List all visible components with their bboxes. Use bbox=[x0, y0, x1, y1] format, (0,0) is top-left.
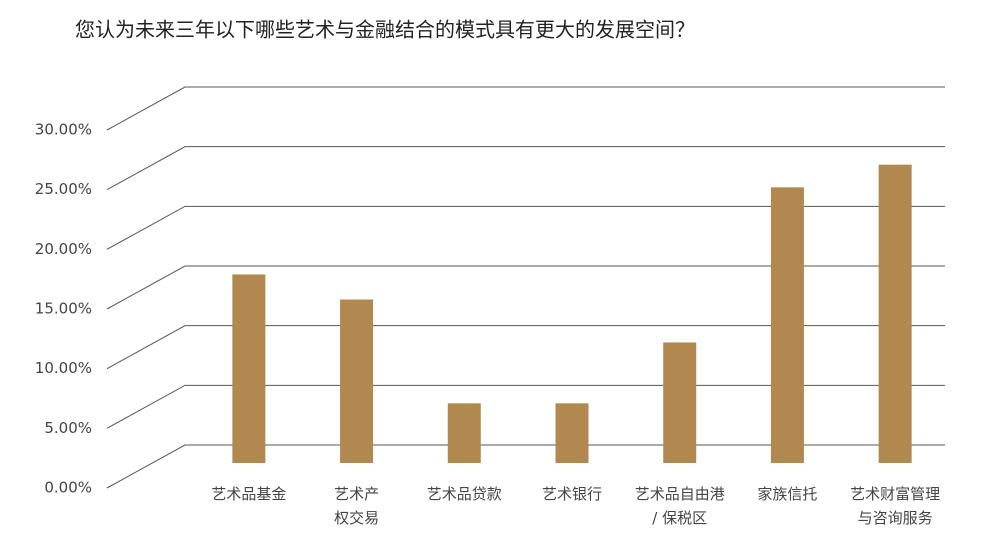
x-tick-label-line: 艺术品贷款 bbox=[427, 485, 502, 503]
y-tick-label: 20.00% bbox=[35, 240, 92, 258]
x-tick-label: 艺术产权交易 bbox=[334, 485, 379, 527]
bar bbox=[878, 164, 912, 463]
x-tick-label: 艺术财富管理与咨询服务 bbox=[850, 485, 940, 527]
x-tick-label: 艺术品自由港 / 保税区 bbox=[635, 485, 725, 527]
x-tick-label-line: 与咨询服务 bbox=[858, 509, 933, 527]
x-tick-label-line: 艺术银行 bbox=[542, 485, 602, 503]
bar bbox=[447, 403, 481, 463]
x-tick-label-line: 艺术产 bbox=[334, 485, 379, 503]
x-tick-label-line: / 保税区 bbox=[652, 509, 707, 527]
y-tick-label: 30.00% bbox=[35, 121, 92, 139]
bar bbox=[770, 187, 804, 463]
grid-line bbox=[106, 265, 945, 310]
x-tick-label-line: 权交易 bbox=[334, 509, 379, 527]
bar bbox=[340, 299, 374, 463]
x-tick-label-line: 家族信托 bbox=[757, 485, 817, 503]
x-tick-label-line: 艺术品基金 bbox=[211, 485, 286, 503]
x-tick-label-line: 艺术品自由港 bbox=[635, 485, 725, 503]
bar bbox=[663, 342, 697, 463]
bar bbox=[555, 403, 589, 463]
y-tick-label: 25.00% bbox=[35, 180, 92, 198]
grid-line bbox=[106, 86, 945, 131]
grid-line bbox=[106, 205, 945, 250]
grid-line bbox=[106, 146, 945, 191]
y-tick-label: 15.00% bbox=[35, 300, 92, 318]
grid-line bbox=[106, 325, 945, 370]
x-tick-label: 家族信托 bbox=[757, 485, 817, 503]
y-tick-label: 5.00% bbox=[44, 419, 92, 437]
chart-title: 您认为未来三年以下哪些艺术与金融结合的模式具有更大的发展空间？ bbox=[75, 18, 695, 42]
y-tick-label: 0.00% bbox=[44, 479, 92, 497]
x-tick-label: 艺术品贷款 bbox=[427, 485, 502, 503]
x-tick-label-line: 艺术财富管理 bbox=[850, 485, 940, 503]
x-tick-label: 艺术品基金 bbox=[211, 485, 286, 503]
x-tick-label: 艺术银行 bbox=[542, 485, 602, 503]
bar bbox=[232, 274, 266, 463]
y-tick-label: 10.00% bbox=[35, 359, 92, 377]
